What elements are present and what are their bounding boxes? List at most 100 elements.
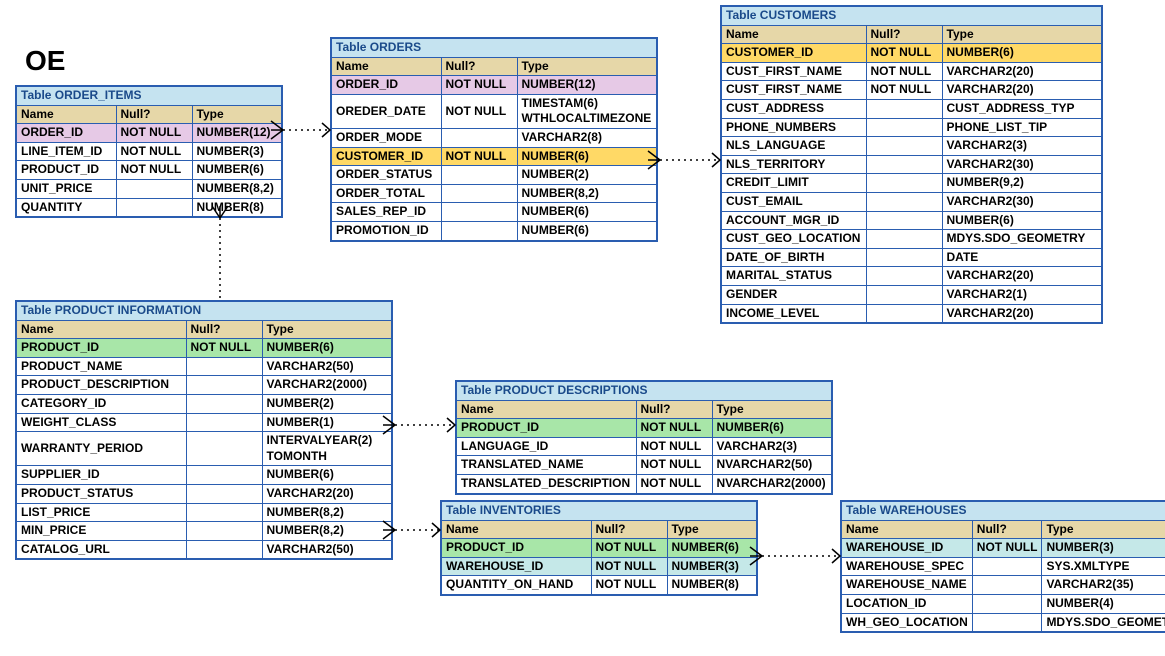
cell — [186, 503, 262, 522]
cell: MARITAL_STATUS — [721, 267, 866, 286]
col-header: Type — [942, 25, 1102, 44]
cell: NOT NULL — [441, 76, 517, 95]
cell: NOT NULL — [636, 419, 712, 438]
table-title: Table PRODUCT INFORMATION — [16, 301, 392, 320]
cell: NUMBER(6) — [517, 221, 657, 240]
col-header: Null? — [636, 400, 712, 419]
cell: VARCHAR2(30) — [942, 192, 1102, 211]
cell — [972, 613, 1042, 632]
cell: OREDER_DATE — [331, 94, 441, 128]
cell: NUMBER(1) — [262, 413, 392, 432]
cell — [972, 557, 1042, 576]
col-header: Null? — [972, 520, 1042, 539]
cell: VARCHAR2(3) — [712, 437, 832, 456]
cell: NUMBER(6) — [192, 161, 282, 180]
cell — [441, 203, 517, 222]
cell: NUMBER(12) — [517, 76, 657, 95]
cell: NOT NULL — [636, 456, 712, 475]
table-title: Table INVENTORIES — [441, 501, 757, 520]
cell — [972, 594, 1042, 613]
cell: NUMBER(6) — [942, 44, 1102, 63]
schema-title: OE — [25, 45, 65, 77]
cell: NUMBER(8,2) — [262, 503, 392, 522]
cell: ORDER_STATUS — [331, 166, 441, 185]
cell: MIN_PRICE — [16, 522, 186, 541]
cell: NUMBER(8,2) — [192, 179, 282, 198]
cell: NOT NULL — [116, 124, 192, 143]
cell: NUMBER(8,2) — [517, 184, 657, 203]
cell — [866, 99, 942, 118]
cell: NUMBER(3) — [1042, 539, 1165, 558]
cell: NUMBER(2) — [517, 166, 657, 185]
table-title: Table WAREHOUSES — [841, 501, 1165, 520]
table-product_information: Table PRODUCT INFORMATIONNameNull?TypePR… — [15, 300, 393, 560]
relation-inventories-warehouses — [762, 554, 840, 558]
cell: VARCHAR2(20) — [942, 267, 1102, 286]
cell: WAREHOUSE_SPEC — [841, 557, 972, 576]
cell: NUMBER(8,2) — [262, 522, 392, 541]
cell — [441, 128, 517, 147]
relation-order_items-product_information — [218, 218, 222, 300]
cell — [116, 198, 192, 217]
cell: VARCHAR2(8) — [517, 128, 657, 147]
cell: SYS.XMLTYPE — [1042, 557, 1165, 576]
cell: ORDER_ID — [331, 76, 441, 95]
cell — [186, 413, 262, 432]
cell: VARCHAR2(20) — [942, 81, 1102, 100]
cell — [866, 155, 942, 174]
col-header: Null? — [591, 520, 667, 539]
cell: CUST_FIRST_NAME — [721, 81, 866, 100]
cell — [972, 576, 1042, 595]
cell — [186, 394, 262, 413]
cell: CUST_ADDRESS_TYP — [942, 99, 1102, 118]
cell: MDYS.SDO_GEOMETRY — [1042, 613, 1165, 632]
col-header: Name — [841, 520, 972, 539]
cell: NOT NULL — [441, 147, 517, 166]
cell: NOT NULL — [866, 81, 942, 100]
cell: LIST_PRICE — [16, 503, 186, 522]
cell: VARCHAR2(2000) — [262, 376, 392, 395]
cell — [186, 466, 262, 485]
cell: INCOME_LEVEL — [721, 304, 866, 323]
cell: NVARCHAR2(2000) — [712, 474, 832, 493]
cell: SUPPLIER_ID — [16, 466, 186, 485]
cell: QUANTITY — [16, 198, 116, 217]
cell: NUMBER(6) — [517, 147, 657, 166]
col-header: Name — [331, 57, 441, 76]
cell — [866, 285, 942, 304]
table-orders: Table ORDERSNameNull?TypeORDER_IDNOT NUL… — [330, 37, 658, 242]
cell — [186, 522, 262, 541]
cell: WEIGHT_CLASS — [16, 413, 186, 432]
cell: ORDER_TOTAL — [331, 184, 441, 203]
relation-product_information-product_descriptions — [395, 423, 455, 427]
cell: PRODUCT_ID — [16, 339, 186, 358]
table-title: Table CUSTOMERS — [721, 6, 1102, 25]
cell: NOT NULL — [591, 539, 667, 558]
cell: NLS_LANGUAGE — [721, 137, 866, 156]
col-header: Name — [16, 105, 116, 124]
cell: TIMESTAM(6) WTHLOCALTIMEZONE — [517, 94, 657, 128]
cell: VARCHAR2(50) — [262, 540, 392, 559]
cell: VARCHAR2(20) — [942, 304, 1102, 323]
cell: NUMBER(6) — [262, 339, 392, 358]
cell: DATE_OF_BIRTH — [721, 248, 866, 267]
cell — [441, 221, 517, 240]
col-header: Null? — [866, 25, 942, 44]
col-header: Null? — [186, 320, 262, 339]
cell: NUMBER(9,2) — [942, 174, 1102, 193]
col-header: Type — [262, 320, 392, 339]
cell — [866, 211, 942, 230]
cell: NUMBER(12) — [192, 124, 282, 143]
cell: VARCHAR2(3) — [942, 137, 1102, 156]
cell: WH_GEO_LOCATION — [841, 613, 972, 632]
cell — [866, 192, 942, 211]
cell: VARCHAR2(20) — [942, 62, 1102, 81]
cell — [866, 304, 942, 323]
cell: ORDER_MODE — [331, 128, 441, 147]
cell: CUST_GEO_LOCATION — [721, 230, 866, 249]
cell — [866, 118, 942, 137]
cell: LINE_ITEM_ID — [16, 142, 116, 161]
cell — [441, 166, 517, 185]
col-header: Type — [1042, 520, 1165, 539]
cell: UNIT_PRICE — [16, 179, 116, 198]
